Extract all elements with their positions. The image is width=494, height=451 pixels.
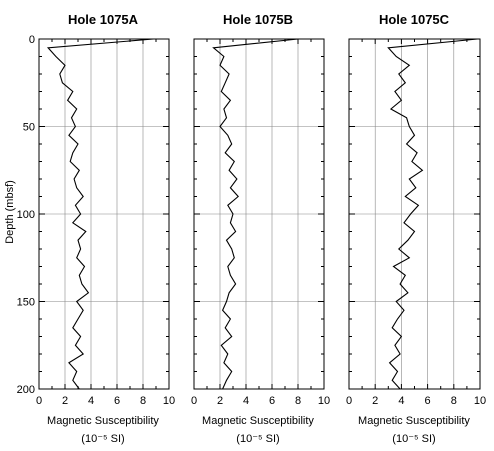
y-tick-label: 100 — [17, 209, 35, 221]
susceptibility-series-line — [46, 38, 154, 390]
x-axis-unit: (10⁻⁵ SI) — [81, 433, 124, 445]
x-tick-label: 4 — [243, 395, 249, 407]
x-tick-label: 6 — [114, 395, 120, 407]
susceptibility-series-line — [212, 38, 299, 390]
y-tick-label: 0 — [29, 34, 35, 46]
panel-hole-1075b: Hole 1075B Magnetic Susceptibility (10⁻⁵… — [191, 12, 330, 445]
x-axis-label: Magnetic Susceptibility — [358, 415, 470, 427]
x-tick-label: 6 — [269, 395, 275, 407]
y-axis-label: Depth (mbsf) — [4, 180, 16, 244]
x-tick-label: 2 — [372, 395, 378, 407]
panel-title: Hole 1075C — [379, 12, 450, 27]
x-axis-label: Magnetic Susceptibility — [202, 415, 314, 427]
x-tick-label: 10 — [318, 395, 330, 407]
x-tick-label: 10 — [163, 395, 175, 407]
x-axis-unit: (10⁻⁵ SI) — [392, 433, 435, 445]
y-tick-label: 50 — [23, 122, 35, 134]
panel-hole-1075a: Hole 1075A Depth (mbsf) Magnetic Suscept… — [4, 12, 175, 445]
panel-title: Hole 1075A — [68, 12, 139, 27]
x-tick-label: 2 — [217, 395, 223, 407]
panel-hole-1075c: Hole 1075C Magnetic Susceptibility (10⁻⁵… — [346, 12, 486, 445]
x-tick-label: 4 — [88, 395, 94, 407]
y-tick-label: 150 — [17, 297, 35, 309]
x-axis-label: Magnetic Susceptibility — [47, 415, 159, 427]
x-tick-label: 0 — [36, 395, 42, 407]
x-tick-label: 6 — [425, 395, 431, 407]
susceptibility-series-line — [387, 38, 478, 390]
x-tick-label: 10 — [474, 395, 486, 407]
x-tick-label: 8 — [140, 395, 146, 407]
x-tick-label: 2 — [62, 395, 68, 407]
x-tick-label: 0 — [346, 395, 352, 407]
x-tick-label: 8 — [451, 395, 457, 407]
x-tick-label: 8 — [295, 395, 301, 407]
x-tick-label: 0 — [191, 395, 197, 407]
x-axis-unit: (10⁻⁵ SI) — [236, 433, 279, 445]
panel-title: Hole 1075B — [223, 12, 293, 27]
y-tick-label: 200 — [17, 384, 35, 396]
x-tick-label: 4 — [398, 395, 404, 407]
